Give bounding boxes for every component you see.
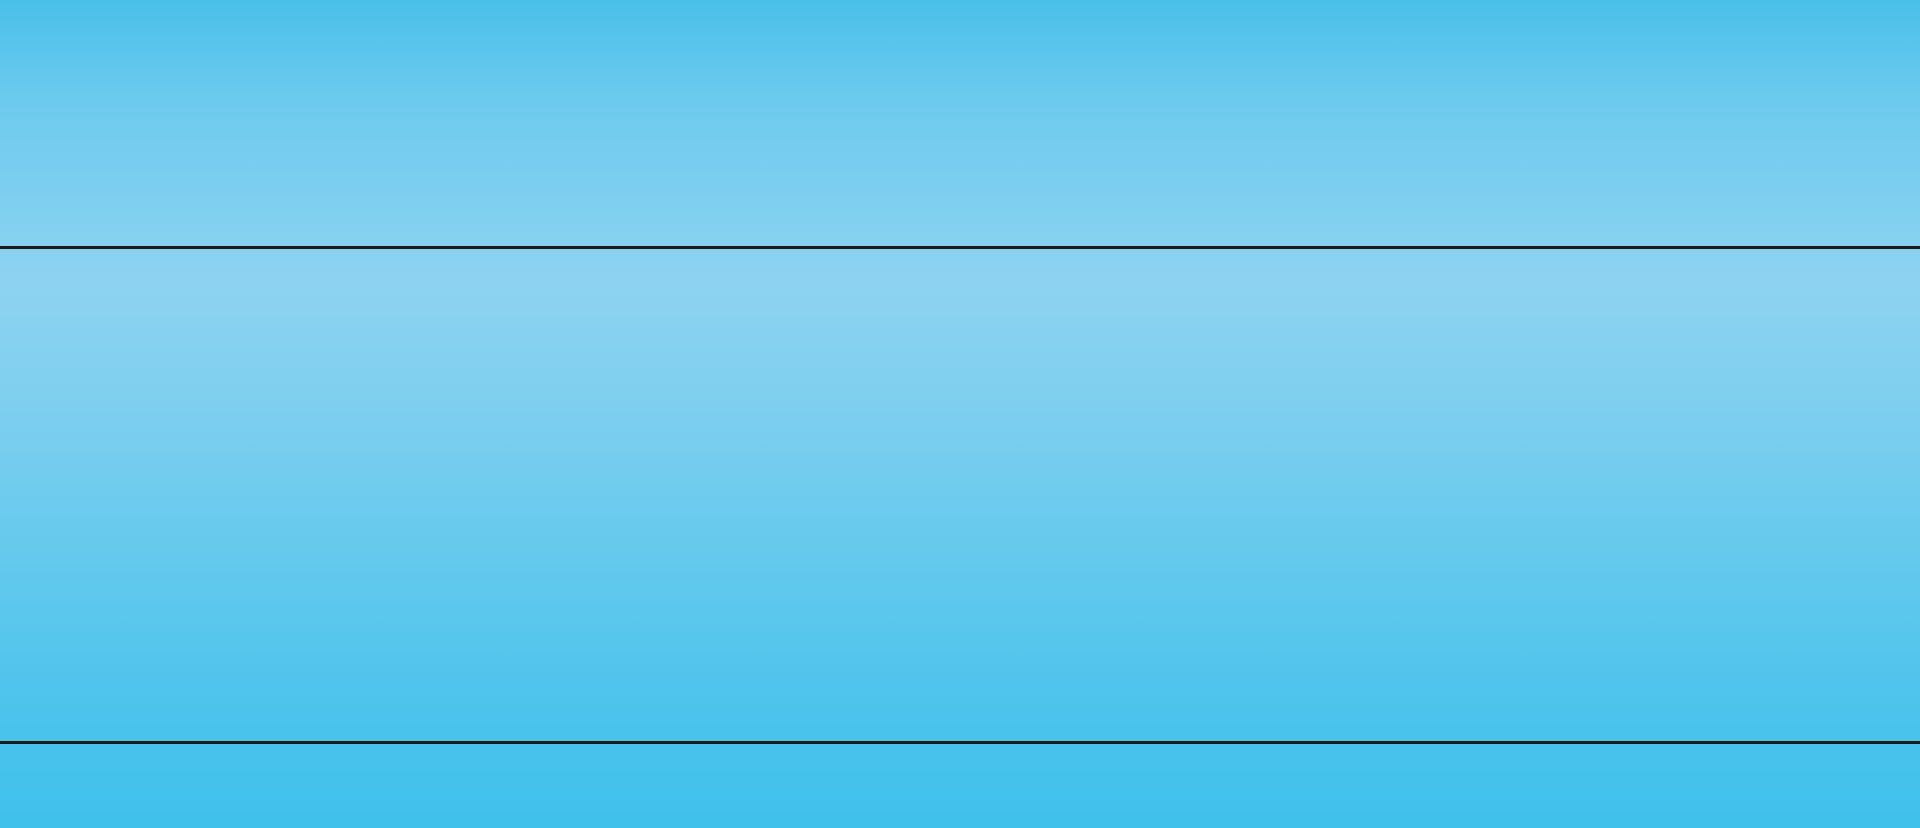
bottom-axis-line — [0, 741, 1920, 744]
top-axis-line — [0, 246, 1920, 249]
